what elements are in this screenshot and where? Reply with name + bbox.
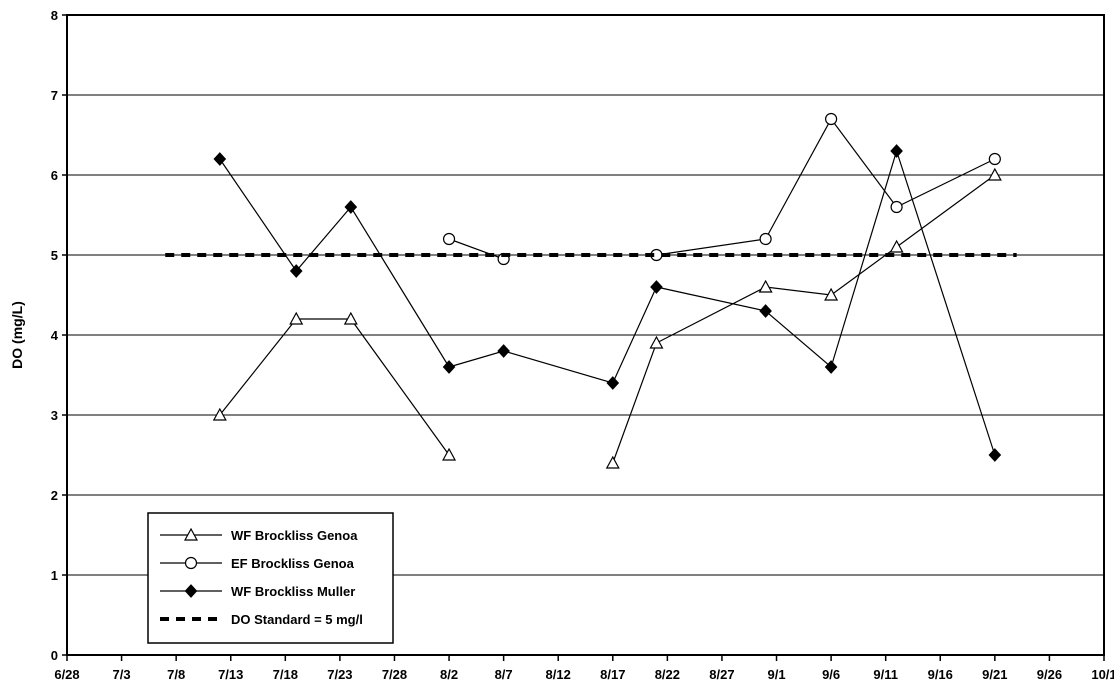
series-line [219,318,450,456]
series-layer [165,112,1017,469]
data-point [344,200,358,214]
data-point [343,311,358,325]
x-tick-label: 7/8 [167,667,185,682]
legend-label: EF Brockliss Genoa [231,556,355,571]
y-tick-label: 5 [51,248,58,263]
legend-label: DO Standard = 5 mg/l [231,612,363,627]
legend-label: WF Brockliss Genoa [231,528,358,543]
x-tick-label: 7/28 [382,667,407,682]
y-tick-label: 8 [51,8,58,23]
series-line [612,174,996,464]
data-point [890,144,903,158]
x-tick-label: 10/1 [1091,667,1114,682]
y-tick-label: 7 [51,88,58,103]
data-point [889,239,904,253]
data-point [442,232,456,246]
data-point [442,360,456,374]
y-tick-label: 2 [51,488,58,503]
y-tick-label: 4 [51,328,59,343]
data-point [649,335,664,349]
x-tick-label: 9/16 [928,667,953,682]
legend-item-2: WF Brockliss Muller [160,584,355,599]
legend-marker [184,556,198,570]
data-point [650,280,663,294]
y-tick-label: 6 [51,168,58,183]
data-point [825,112,838,126]
y-axis-ticks: 0 1 2 3 4 5 6 7 8 [51,8,67,663]
x-tick-label: 9/6 [822,667,840,682]
data-point [759,232,772,246]
x-tick-label: 8/27 [709,667,734,682]
y-tick-label: 3 [51,408,58,423]
x-tick-label: 6/28 [54,667,79,682]
legend: WF Brockliss Genoa EF Brockliss Genoa WF B… [147,512,394,644]
data-point [890,200,903,214]
legend-label: WF Brockliss Muller [231,584,355,599]
x-tick-label: 9/1 [767,667,785,682]
data-point [289,264,303,278]
y-tick-label: 1 [51,568,58,583]
data-point [824,287,839,301]
x-tick-label: 7/3 [113,667,131,682]
x-tick-label: 7/23 [327,667,352,682]
series-line [448,238,504,260]
x-tick-label: 7/13 [218,667,243,682]
x-tick-label: 8/7 [495,667,513,682]
data-point [988,448,1002,462]
x-tick-label: 9/11 [873,667,898,682]
x-tick-label: 7/18 [273,667,298,682]
data-point [289,311,304,325]
legend-item-1: EF Brockliss Genoa [160,556,355,571]
data-point [758,279,773,293]
y-axis-title: DO (mg/L) [9,301,25,369]
x-axis-ticks: 6/28 7/3 7/8 7/13 7/18 7/23 7/28 8/2 8/7 8/12 8/17… [54,655,1114,682]
legend-marker [183,527,199,541]
legend-marker [184,584,198,598]
data-point [988,152,1001,166]
data-point [987,167,1002,181]
x-tick-label: 8/12 [546,667,571,682]
x-tick-label: 8/22 [655,667,680,682]
data-point [824,360,838,374]
series-0 [212,167,1002,469]
data-point [759,304,772,318]
data-point [213,152,227,166]
series-2 [213,144,1002,462]
data-point [606,376,620,390]
x-tick-label: 8/17 [600,667,625,682]
data-point [442,447,457,461]
legend-item-3: DO Standard = 5 mg/l [160,612,363,627]
x-tick-label: 8/2 [440,667,458,682]
y-tick-label: 0 [51,648,58,663]
data-point [605,455,620,469]
x-tick-label: 9/21 [982,667,1007,682]
legend-item-0: WF Brockliss Genoa [160,527,358,543]
x-tick-label: 9/26 [1037,667,1062,682]
data-point [497,344,510,358]
data-point [212,407,227,421]
